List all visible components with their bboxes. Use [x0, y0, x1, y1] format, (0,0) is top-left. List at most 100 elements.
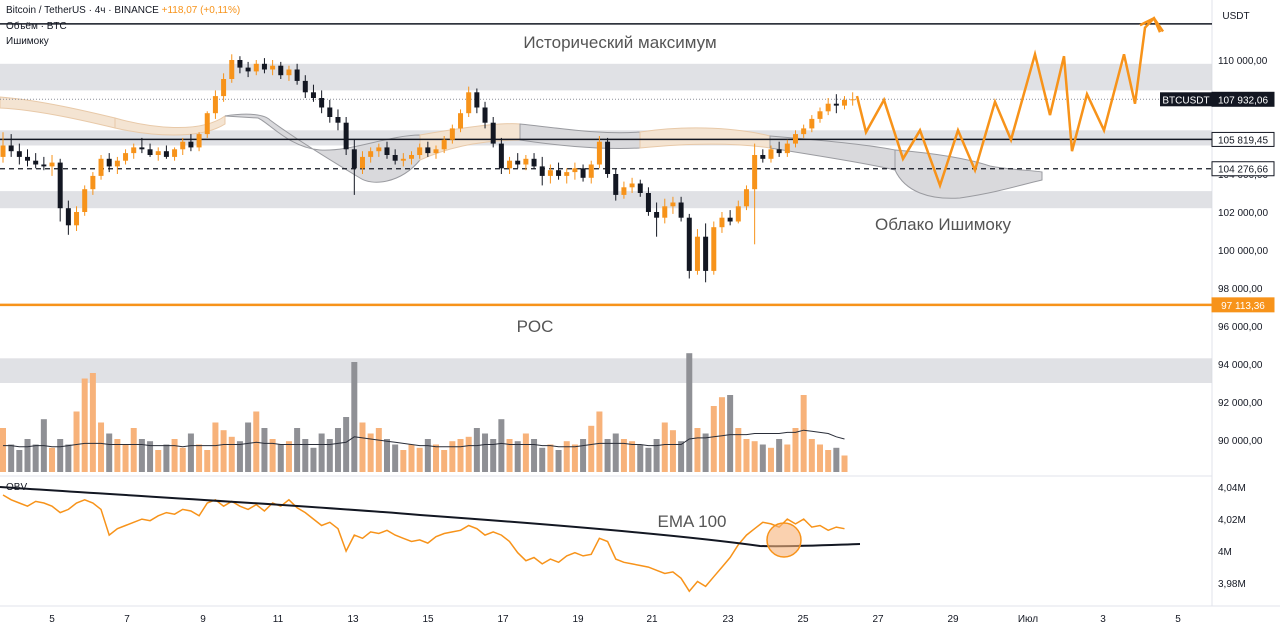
price-tick-label: 90 000,00 [1218, 436, 1263, 447]
candle-body [433, 149, 439, 154]
volume-bar [424, 439, 431, 472]
volume-bar [465, 436, 472, 472]
time-tick-label: 29 [947, 614, 959, 625]
volume-bar [490, 439, 497, 472]
candle-body [327, 107, 333, 117]
candle-body [752, 155, 758, 190]
volume-bar [751, 441, 758, 472]
price-tag-symbol-bg [1160, 92, 1212, 107]
candle-body [310, 92, 316, 98]
candle-body [588, 164, 594, 178]
time-tick-label: 17 [497, 614, 509, 625]
volume-bar [81, 378, 88, 472]
volume-bar [416, 447, 423, 472]
candle-body [474, 92, 480, 108]
volume-bar [473, 428, 480, 472]
candle-body [801, 128, 807, 135]
volume-bar [580, 439, 587, 472]
price-tick-label: 96 000,00 [1218, 322, 1263, 333]
volume-bar [571, 444, 578, 472]
volume-bar [441, 450, 448, 472]
price-tag-value: 104 276,66 [1218, 165, 1268, 176]
candle-body [621, 187, 627, 195]
volume-bar [620, 439, 627, 472]
candle-body [637, 183, 643, 193]
candle-body [686, 217, 692, 271]
volume-bar [98, 422, 105, 472]
volume-bar [318, 433, 325, 472]
volume-bar [285, 441, 292, 472]
candle-body [106, 158, 112, 167]
candle-body [833, 103, 839, 106]
candle-body [261, 63, 267, 70]
symbol-text: Bitcoin / TetherUS · 4ч · BINANCE [6, 5, 159, 16]
candle-body [302, 80, 308, 93]
candle-body [57, 162, 63, 209]
volume-bar [261, 428, 268, 472]
candle-body [368, 151, 374, 157]
volume-bar [147, 441, 154, 472]
volume-bar [163, 444, 170, 472]
volume-bar [16, 450, 23, 472]
candle-body [441, 139, 447, 150]
candle-body [605, 141, 611, 174]
ichimoku-legend: Ишимоку [6, 36, 49, 47]
volume-bar [155, 450, 162, 472]
volume-bar [269, 439, 276, 472]
candle-body [204, 113, 210, 135]
volume-bar [612, 433, 619, 472]
volume-bar [661, 422, 668, 472]
annotation-poc: POC [517, 317, 554, 336]
candle-body [768, 149, 774, 159]
candle-body [155, 151, 161, 155]
volume-bar [334, 428, 341, 472]
candle-body [539, 166, 545, 176]
candle-body [850, 99, 856, 101]
volume-bar [710, 406, 717, 472]
projection-arrowhead [1139, 16, 1162, 33]
volume-bar [57, 439, 64, 472]
candle-body [645, 193, 651, 212]
volume-bar [735, 428, 742, 472]
candle-body [654, 212, 660, 218]
volume-bar [277, 444, 284, 472]
obv-tick-label: 4M [1218, 547, 1232, 558]
candle-body [458, 113, 464, 129]
candle-body [212, 96, 218, 114]
candle-body [237, 60, 243, 68]
price-tag: 104 276,66 [1211, 161, 1275, 177]
volume-bar [653, 439, 660, 472]
candle-body [147, 149, 153, 155]
candle-body [572, 168, 578, 173]
time-tick-label: 15 [422, 614, 434, 625]
volume-bar [400, 450, 407, 472]
price-tag-bg [1211, 91, 1275, 107]
volume-bar [498, 419, 505, 472]
volume-bar [65, 444, 72, 472]
time-tick-label: 7 [124, 614, 130, 625]
currency-label: USDT [1222, 11, 1249, 22]
candle-body [417, 147, 423, 155]
obv-tick-label: 4,02M [1218, 515, 1246, 526]
volume-bar [179, 447, 186, 472]
volume-bar [514, 441, 521, 472]
candle-body [25, 156, 31, 161]
volume-bar [539, 447, 546, 472]
projection-path [855, 16, 1165, 190]
volume-bar [310, 447, 317, 472]
volume-bar [555, 450, 562, 472]
candle-body [392, 155, 398, 161]
price-tag: BTCUSDT 107 932,06 [1160, 91, 1275, 107]
volume-bar [383, 439, 390, 472]
candle-body [351, 149, 357, 169]
candle-body [400, 158, 406, 161]
candle-body [792, 134, 798, 144]
candle-body [270, 65, 276, 70]
sr-zone-2 [0, 191, 1212, 209]
price-tick-label: 92 000,00 [1218, 398, 1263, 409]
candles [0, 54, 856, 283]
volume-bar [106, 433, 113, 472]
candle-body [498, 143, 504, 169]
time-tick-label: Июл [1018, 614, 1038, 625]
